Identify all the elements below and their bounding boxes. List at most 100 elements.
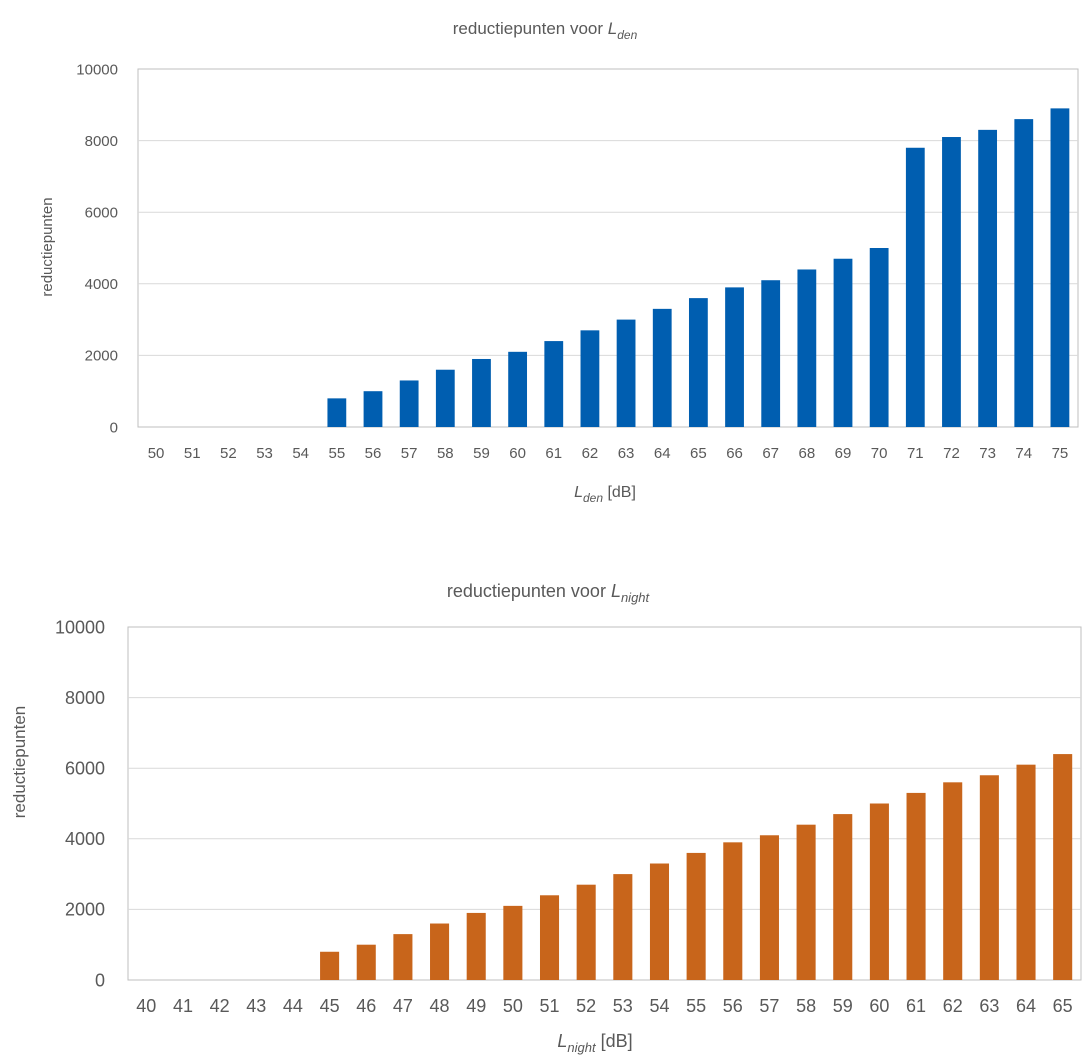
bar (759, 835, 779, 980)
bar (978, 129, 998, 428)
plot-area (137, 68, 1079, 428)
x-tick-label: 69 (835, 445, 852, 462)
x-tick-label: 50 (148, 445, 165, 462)
y-axis-label: reductiepunten (10, 706, 29, 818)
bar (616, 319, 636, 427)
x-tick-label: 65 (690, 445, 707, 462)
bar (725, 287, 744, 427)
bar (503, 905, 523, 980)
x-tick-label: 74 (1015, 445, 1032, 462)
y-axis-label: reductiepunten (39, 197, 56, 296)
bar (723, 842, 743, 980)
x-tick-label: 44 (283, 996, 303, 1016)
y-tick-label: 10000 (55, 617, 105, 637)
x-tick-label: 65 (1053, 996, 1073, 1016)
bar (869, 803, 889, 980)
x-axis-label-unit: [dB] (596, 1031, 633, 1051)
x-tick-label: 56 (723, 996, 743, 1016)
x-tick-label: 60 (509, 445, 526, 462)
y-tick-label: 6000 (65, 759, 105, 779)
bar (761, 280, 781, 427)
chart-title: reductiepunten voor Lden (453, 19, 638, 42)
x-axis-label: Lnight [dB] (557, 1031, 632, 1055)
bar (652, 308, 672, 427)
bar (942, 137, 961, 427)
x-tick-label: 43 (246, 996, 266, 1016)
lnight-chart: reductiepunten voor Lnight reductiepunte… (0, 560, 1083, 1064)
y-tick-label: 8000 (85, 133, 118, 150)
bar (466, 912, 486, 980)
bar (539, 895, 560, 980)
x-tick-label: 64 (654, 445, 671, 462)
x-tick-label: 52 (220, 445, 237, 462)
x-tick-label: 64 (1016, 996, 1036, 1016)
x-tick-label: 61 (545, 445, 562, 462)
x-tick-label: 59 (833, 996, 853, 1016)
y-tick-label: 0 (95, 970, 105, 990)
bar (905, 147, 925, 427)
x-tick-label: 40 (136, 996, 156, 1016)
bar (1016, 764, 1036, 980)
y-tick-label: 10000 (76, 61, 118, 78)
chart-title-symbol: L (608, 19, 617, 38)
bar (580, 330, 600, 427)
x-tick-label: 55 (686, 996, 706, 1016)
x-tick-label: 48 (430, 996, 450, 1016)
bar (833, 814, 853, 980)
x-tick-label: 58 (796, 996, 816, 1016)
bar (649, 863, 670, 980)
chart-title-text: reductiepunten voor (447, 581, 611, 601)
bar (797, 269, 817, 427)
x-axis-label-symbol: L (574, 484, 583, 501)
y-tick-label: 4000 (85, 276, 118, 293)
bar (363, 391, 383, 427)
x-tick-label: 42 (210, 996, 230, 1016)
x-tick-label: 57 (759, 996, 779, 1016)
bar (1014, 119, 1034, 428)
bar (430, 923, 450, 980)
x-tick-label: 50 (503, 996, 523, 1016)
x-tick-label: 70 (871, 445, 888, 462)
bar (544, 341, 564, 427)
y-tick-label: 4000 (65, 829, 105, 849)
x-tick-label: 54 (292, 445, 309, 462)
x-axis-label-unit: [dB] (603, 484, 636, 501)
bar (686, 852, 706, 980)
x-tick-label: 55 (329, 445, 346, 462)
plot-area (127, 626, 1082, 981)
x-axis-label: Lden [dB] (574, 484, 636, 505)
bar (869, 248, 889, 427)
bar (327, 398, 347, 427)
x-axis-label-subscript: den (583, 491, 603, 505)
x-tick-label: 51 (540, 996, 560, 1016)
x-tick-label: 56 (365, 445, 382, 462)
x-tick-label: 41 (173, 996, 193, 1016)
bar (508, 351, 528, 427)
x-tick-label: 68 (799, 445, 816, 462)
x-tick-label: 67 (762, 445, 779, 462)
x-tick-label: 57 (401, 445, 418, 462)
lden-chart-svg: reductiepunten voor Lden reductiepunten … (39, 19, 1079, 505)
y-tick-label: 2000 (85, 348, 118, 365)
x-axis-label-symbol: L (557, 1031, 567, 1051)
bar (576, 884, 596, 980)
bar (833, 258, 853, 427)
chart-title: reductiepunten voor Lnight (447, 581, 651, 605)
lnight-chart-svg: reductiepunten voor Lnight reductiepunte… (10, 581, 1082, 1055)
bar (796, 824, 816, 980)
x-tick-label: 75 (1052, 445, 1069, 462)
x-tick-label: 62 (582, 445, 599, 462)
x-axis-label-subscript: night (567, 1040, 597, 1055)
x-tick-label: 73 (979, 445, 996, 462)
x-tick-label: 49 (466, 996, 486, 1016)
x-tick-label: 53 (256, 445, 273, 462)
lden-chart: reductiepunten voor Lden reductiepunten … (0, 0, 1083, 520)
bar (393, 934, 413, 980)
x-tick-label: 71 (907, 445, 924, 462)
x-tick-label: 45 (320, 996, 340, 1016)
x-tick-label: 63 (979, 996, 999, 1016)
y-tick-label: 8000 (65, 688, 105, 708)
x-tick-label: 58 (437, 445, 454, 462)
bar (320, 951, 340, 980)
x-tick-label: 59 (473, 445, 490, 462)
